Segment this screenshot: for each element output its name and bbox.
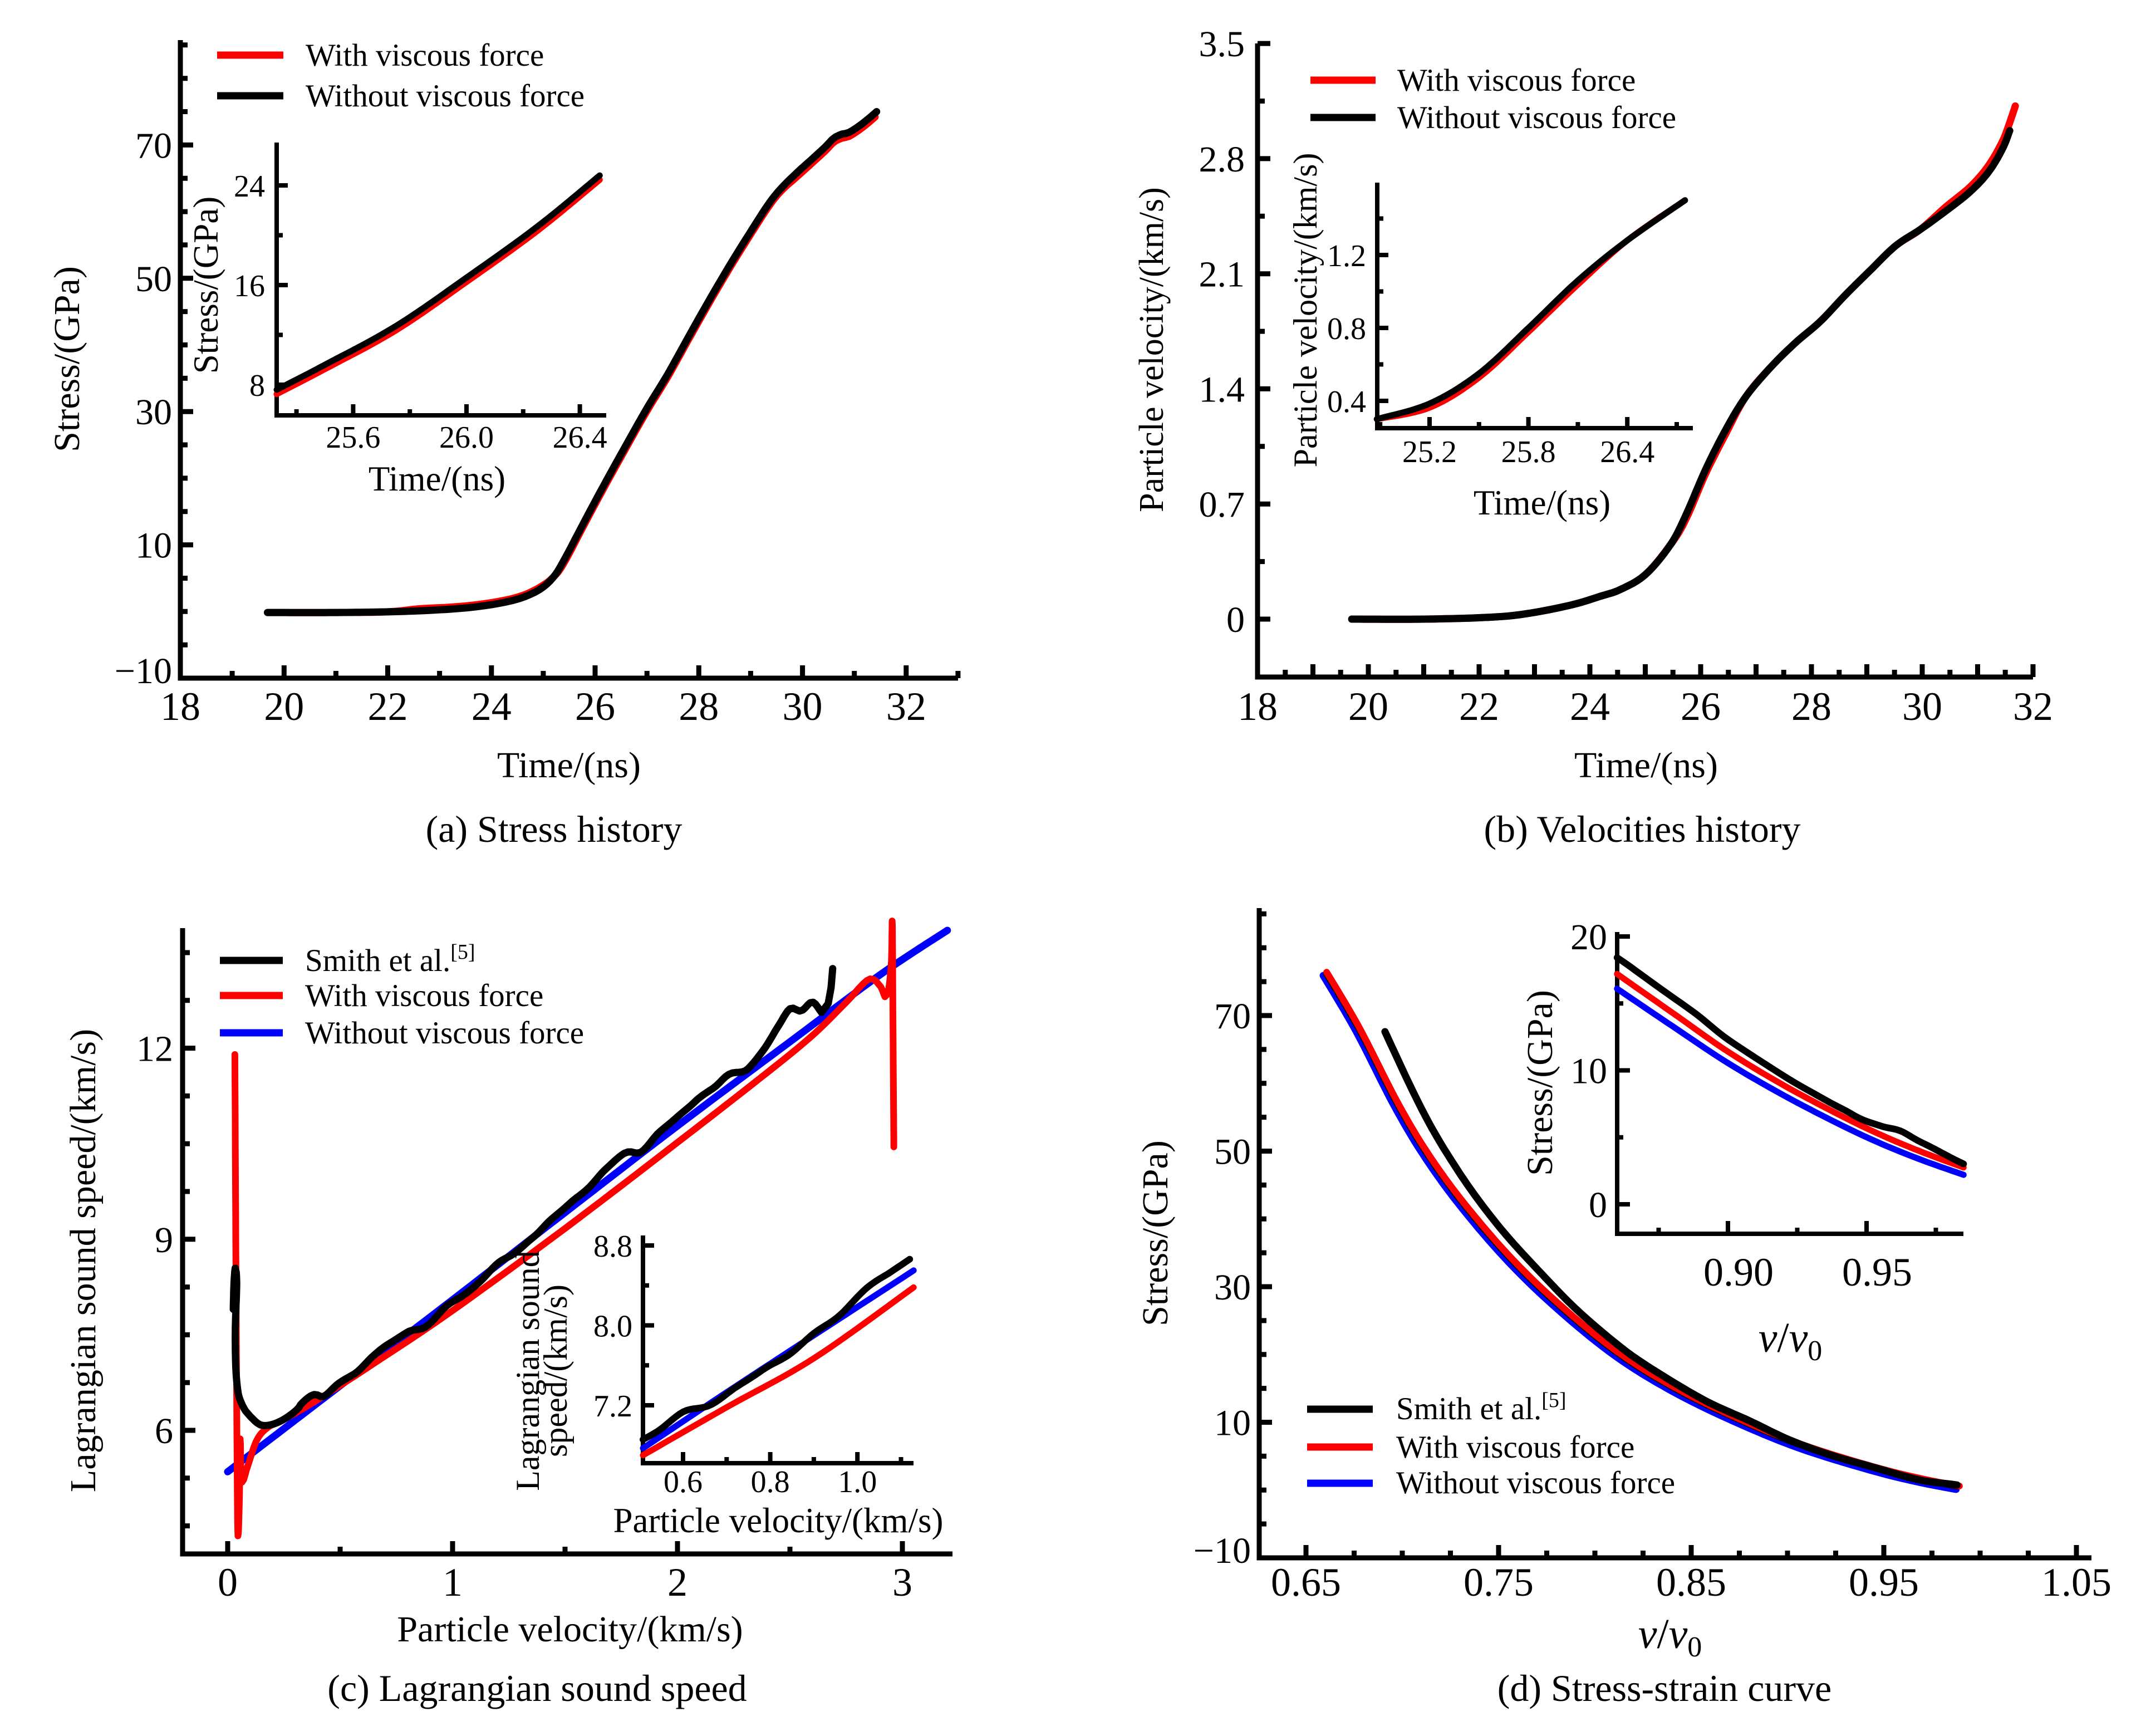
svg-text:30: 30	[135, 392, 172, 433]
svg-text:Time/(ns): Time/(ns)	[1474, 483, 1610, 522]
svg-text:Smith et al.[5]: Smith et al.[5]	[305, 940, 475, 978]
svg-text:With viscous force: With viscous force	[1397, 63, 1636, 98]
svg-text:0.6: 0.6	[664, 1465, 703, 1499]
svg-text:70: 70	[135, 125, 172, 166]
svg-text:Without viscous force: Without viscous force	[1397, 100, 1676, 135]
svg-text:0.90: 0.90	[1703, 1250, 1774, 1294]
svg-text:0.8: 0.8	[1327, 312, 1366, 346]
svg-text:25.2: 25.2	[1402, 435, 1457, 469]
svg-text:50: 50	[1214, 1132, 1251, 1173]
svg-text:−10: −10	[1194, 1531, 1251, 1571]
svg-text:24: 24	[472, 684, 512, 729]
svg-text:0: 0	[218, 1560, 238, 1605]
svg-text:Without viscous force: Without viscous force	[1396, 1465, 1675, 1500]
svg-text:Particle velocity/(km/s): Particle velocity/(km/s)	[1133, 187, 1171, 512]
svg-text:3.5: 3.5	[1199, 24, 1245, 65]
svg-text:16: 16	[234, 269, 265, 303]
svg-text:1.4: 1.4	[1199, 369, 1245, 410]
svg-text:Stress/(GPa): Stress/(GPa)	[47, 266, 87, 452]
svg-text:1.2: 1.2	[1327, 239, 1366, 273]
svg-text:v/v0: v/v0	[1638, 1611, 1702, 1663]
svg-text:Stress/(GPa): Stress/(GPa)	[1135, 1140, 1176, 1326]
svg-text:25.8: 25.8	[1501, 435, 1556, 469]
svg-text:70: 70	[1214, 996, 1251, 1037]
svg-text:0.65: 0.65	[1271, 1560, 1341, 1605]
svg-text:10: 10	[135, 526, 172, 566]
svg-text:−10: −10	[115, 651, 172, 692]
svg-text:0.85: 0.85	[1656, 1560, 1726, 1605]
svg-text:22: 22	[1459, 684, 1499, 729]
svg-text:speed/(km/s): speed/(km/s)	[537, 1284, 574, 1457]
svg-text:30: 30	[783, 684, 823, 729]
svg-text:32: 32	[2013, 684, 2053, 729]
svg-text:Time/(ns): Time/(ns)	[497, 745, 641, 786]
svg-text:1: 1	[443, 1560, 463, 1605]
svg-text:8: 8	[249, 369, 265, 403]
svg-text:22: 22	[368, 684, 408, 729]
svg-text:0: 0	[1589, 1185, 1607, 1225]
svg-text:0.7: 0.7	[1199, 484, 1245, 525]
svg-text:2: 2	[667, 1560, 688, 1605]
svg-text:Stress/(GPa): Stress/(GPa)	[186, 197, 225, 374]
svg-text:26.4: 26.4	[1600, 435, 1654, 469]
svg-text:Stress/(GPa): Stress/(GPa)	[1520, 990, 1560, 1176]
svg-text:Particle velocity/(km/s): Particle velocity/(km/s)	[397, 1609, 743, 1650]
svg-text:20: 20	[1348, 684, 1388, 729]
svg-text:12: 12	[136, 1029, 173, 1070]
svg-text:10: 10	[1214, 1403, 1251, 1444]
svg-text:28: 28	[1791, 684, 1831, 729]
svg-text:0.95: 0.95	[1849, 1560, 1919, 1605]
svg-text:18: 18	[160, 684, 200, 729]
svg-text:Lagrangian sound speed/(km/s): Lagrangian sound speed/(km/s)	[63, 1029, 104, 1492]
svg-text:Lagrangian sound: Lagrangian sound	[509, 1250, 546, 1491]
svg-text:28: 28	[679, 684, 719, 729]
svg-text:25.6: 25.6	[326, 420, 380, 455]
svg-text:With viscous force: With viscous force	[1396, 1430, 1634, 1465]
svg-text:20: 20	[1570, 917, 1607, 958]
svg-text:0: 0	[1226, 600, 1245, 640]
svg-text:6: 6	[155, 1411, 173, 1451]
svg-text:24: 24	[1570, 684, 1610, 729]
svg-text:With viscous force: With viscous force	[305, 978, 543, 1013]
svg-text:With viscous force: With viscous force	[306, 38, 544, 73]
svg-text:7.2: 7.2	[593, 1389, 632, 1424]
svg-text:50: 50	[135, 259, 172, 300]
svg-text:Particle velocity/(km/s): Particle velocity/(km/s)	[613, 1501, 943, 1540]
svg-text:2.1: 2.1	[1199, 254, 1245, 295]
svg-text:Particle velocity/(km/s): Particle velocity/(km/s)	[1287, 153, 1324, 468]
svg-text:0.75: 0.75	[1464, 1560, 1534, 1605]
svg-text:24: 24	[234, 169, 265, 204]
svg-text:1.0: 1.0	[838, 1465, 877, 1499]
svg-text:1.05: 1.05	[2041, 1560, 2111, 1605]
svg-text:18: 18	[1238, 684, 1278, 729]
svg-text:0.8: 0.8	[751, 1465, 790, 1499]
svg-text:(c) Lagrangian sound speed: (c) Lagrangian sound speed	[327, 1667, 747, 1709]
svg-text:0.4: 0.4	[1327, 385, 1366, 419]
svg-text:(d) Stress-strain curve: (d) Stress-strain curve	[1497, 1667, 1831, 1709]
svg-text:30: 30	[1214, 1267, 1251, 1308]
svg-text:10: 10	[1570, 1051, 1607, 1092]
svg-text:(a) Stress history: (a) Stress history	[426, 808, 682, 850]
svg-text:9: 9	[155, 1220, 173, 1261]
svg-text:32: 32	[886, 684, 926, 729]
svg-text:Without viscous force: Without viscous force	[305, 1016, 584, 1051]
svg-text:Time/(ns): Time/(ns)	[369, 459, 505, 498]
svg-text:8.0: 8.0	[593, 1309, 632, 1343]
svg-text:26.4: 26.4	[553, 420, 607, 455]
svg-text:20: 20	[264, 684, 304, 729]
svg-text:26: 26	[575, 684, 615, 729]
svg-text:Smith et al.[5]: Smith et al.[5]	[1396, 1389, 1567, 1426]
svg-text:26: 26	[1681, 684, 1721, 729]
svg-text:2.8: 2.8	[1199, 139, 1245, 180]
svg-text:Without viscous force: Without viscous force	[306, 79, 585, 114]
svg-text:0.95: 0.95	[1842, 1250, 1912, 1294]
svg-text:26.0: 26.0	[439, 420, 494, 455]
svg-text:3: 3	[892, 1560, 912, 1605]
svg-text:8.8: 8.8	[593, 1229, 632, 1264]
svg-text:(b) Velocities history: (b) Velocities history	[1484, 808, 1800, 850]
svg-text:30: 30	[1902, 684, 1942, 729]
svg-text:Time/(ns): Time/(ns)	[1574, 745, 1718, 786]
